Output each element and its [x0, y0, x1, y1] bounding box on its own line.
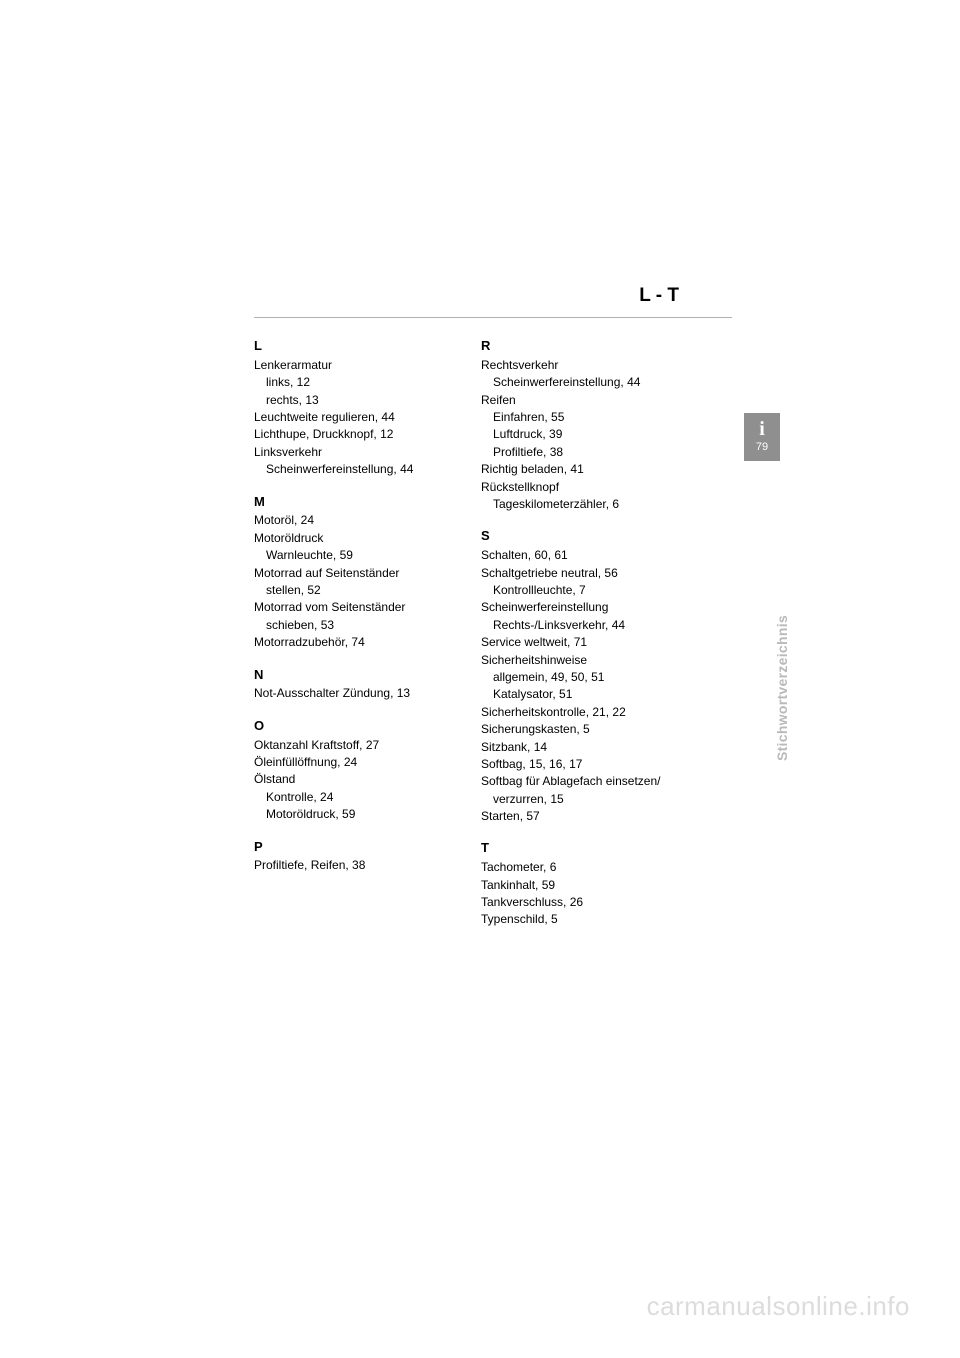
index-letter: M [254, 493, 449, 512]
index-letter: S [481, 527, 711, 546]
index-entry: Warnleuchte, 59 [254, 547, 449, 564]
index-entry: Profiltiefe, 38 [481, 444, 711, 461]
index-letter: R [481, 337, 711, 356]
index-entry: Rechtsverkehr [481, 357, 711, 374]
index-entry: Rechts-/Linksverkehr, 44 [481, 617, 711, 634]
index-group: NNot-Ausschalter Zündung, 13 [254, 666, 449, 703]
index-entry: Softbag, 15, 16, 17 [481, 756, 711, 773]
section-tab: i 79 [744, 413, 780, 461]
index-entry: Sicherungskasten, 5 [481, 721, 711, 738]
index-entry: Motorrad vom Seitenständer [254, 599, 449, 616]
tab-page-number: 79 [744, 439, 780, 453]
index-entry: Tachometer, 6 [481, 859, 711, 876]
index-entry: Sicherheitskontrolle, 21, 22 [481, 704, 711, 721]
index-entry: Luftdruck, 39 [481, 426, 711, 443]
index-column-right: RRechtsverkehrScheinwerfereinstellung, 4… [481, 337, 711, 943]
index-entry: Einfahren, 55 [481, 409, 711, 426]
index-entry: Motoröldruck, 59 [254, 806, 449, 823]
index-entry: schieben, 53 [254, 617, 449, 634]
index-columns: LLenkerarmaturlinks, 12rechts, 13Leuchtw… [254, 337, 711, 943]
index-entry: Typenschild, 5 [481, 911, 711, 928]
index-letter: O [254, 717, 449, 736]
index-entry: Reifen [481, 392, 711, 409]
index-entry: Scheinwerfereinstellung, 44 [481, 374, 711, 391]
section-side-label: Stichwortverzeichnis [774, 615, 790, 761]
index-letter: L [254, 337, 449, 356]
index-group: PProfiltiefe, Reifen, 38 [254, 838, 449, 875]
index-entry: Starten, 57 [481, 808, 711, 825]
index-group: OOktanzahl Kraftstoff, 27Öleinfüllöffnun… [254, 717, 449, 824]
tab-icon: i [744, 413, 780, 439]
index-entry: Motoröldruck [254, 530, 449, 547]
index-entry: Lichthupe, Druckknopf, 12 [254, 426, 449, 443]
index-entry: Schaltgetriebe neutral, 56 [481, 565, 711, 582]
index-entry: Scheinwerfereinstellung, 44 [254, 461, 449, 478]
index-entry: Richtig beladen, 41 [481, 461, 711, 478]
index-entry: Katalysator, 51 [481, 686, 711, 703]
index-entry: Öleinfüllöffnung, 24 [254, 754, 449, 771]
index-group: MMotoröl, 24MotoröldruckWarnleuchte, 59M… [254, 493, 449, 652]
index-column-left: LLenkerarmaturlinks, 12rechts, 13Leuchtw… [254, 337, 449, 943]
index-entry: Motorradzubehör, 74 [254, 634, 449, 651]
watermark: carmanualsonline.info [647, 1291, 910, 1322]
index-entry: Lenkerarmatur [254, 357, 449, 374]
index-group: RRechtsverkehrScheinwerfereinstellung, 4… [481, 337, 711, 513]
index-entry: Profiltiefe, Reifen, 38 [254, 857, 449, 874]
index-entry: Softbag für Ablagefach einsetzen/ [481, 773, 711, 790]
index-entry: Tankinhalt, 59 [481, 877, 711, 894]
header-rule [254, 317, 732, 318]
index-entry: stellen, 52 [254, 582, 449, 599]
index-entry: rechts, 13 [254, 392, 449, 409]
index-entry: Motoröl, 24 [254, 512, 449, 529]
index-entry: Oktanzahl Kraftstoff, 27 [254, 737, 449, 754]
index-entry: Schalten, 60, 61 [481, 547, 711, 564]
index-group: TTachometer, 6Tankinhalt, 59Tankverschlu… [481, 839, 711, 928]
index-entry: Rückstellknopf [481, 479, 711, 496]
index-letter: T [481, 839, 711, 858]
index-entry: Motorrad auf Seitenständer [254, 565, 449, 582]
index-entry: Ölstand [254, 771, 449, 788]
index-entry: Not-Ausschalter Zündung, 13 [254, 685, 449, 702]
index-entry: Kontrollleuchte, 7 [481, 582, 711, 599]
index-entry: Service weltweit, 71 [481, 634, 711, 651]
index-entry: Tankverschluss, 26 [481, 894, 711, 911]
index-entry: Leuchtweite regulieren, 44 [254, 409, 449, 426]
index-entry: Sicherheitshinweise [481, 652, 711, 669]
index-letter: N [254, 666, 449, 685]
index-entry: Kontrolle, 24 [254, 789, 449, 806]
index-entry: allgemein, 49, 50, 51 [481, 669, 711, 686]
index-entry: Scheinwerfereinstellung [481, 599, 711, 616]
index-group: SSchalten, 60, 61Schaltgetriebe neutral,… [481, 527, 711, 825]
index-entry: Tageskilometerzähler, 6 [481, 496, 711, 513]
index-entry: Linksverkehr [254, 444, 449, 461]
index-group: LLenkerarmaturlinks, 12rechts, 13Leuchtw… [254, 337, 449, 479]
index-entry: verzurren, 15 [481, 791, 711, 808]
page-title: L - T [639, 285, 679, 307]
index-entry: links, 12 [254, 374, 449, 391]
index-letter: P [254, 838, 449, 857]
index-entry: Sitzbank, 14 [481, 739, 711, 756]
